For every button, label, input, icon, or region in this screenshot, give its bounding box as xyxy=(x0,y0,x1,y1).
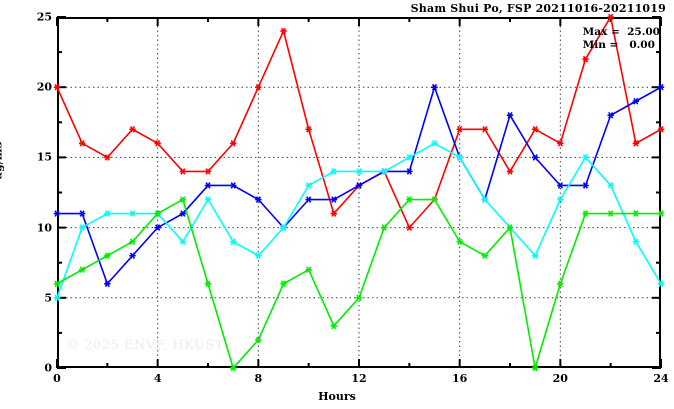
stats-annotation: Max = 25.00 Min = 0.00 xyxy=(583,26,660,52)
y-tick-label: 0 xyxy=(44,361,52,375)
min-value-label: Min = 0.00 xyxy=(582,39,655,51)
chart-title: Sham Shui Po, FSP 20211016-20211019 xyxy=(410,2,666,15)
x-tick-label: 20 xyxy=(552,372,568,385)
y-axis-label: ug/m3 xyxy=(0,141,5,180)
x-axis-label: Hours xyxy=(318,390,356,403)
y-tick-label: 15 xyxy=(36,150,52,164)
y-tick-label: 10 xyxy=(36,221,52,235)
y-tick-label: 25 xyxy=(36,10,52,24)
max-value-label: Max = 25.00 xyxy=(582,26,660,38)
x-axis-tick-labels: 0 4 8 12 16 20 24 xyxy=(0,372,674,390)
watermark: © 2025 ENVF, HKUST xyxy=(66,338,224,353)
y-tick-label: 5 xyxy=(44,291,52,305)
y-tick-label: 20 xyxy=(36,80,52,94)
x-tick-label: 16 xyxy=(452,372,468,385)
x-tick-label: 8 xyxy=(254,372,263,385)
y-axis-tick-labels: 0 5 10 15 20 25 xyxy=(0,0,52,409)
x-tick-label: 24 xyxy=(653,372,669,385)
x-tick-label: 4 xyxy=(153,372,162,385)
x-tick-label: 0 xyxy=(53,372,61,385)
x-tick-label: 12 xyxy=(351,372,367,385)
plot-area xyxy=(57,17,661,368)
